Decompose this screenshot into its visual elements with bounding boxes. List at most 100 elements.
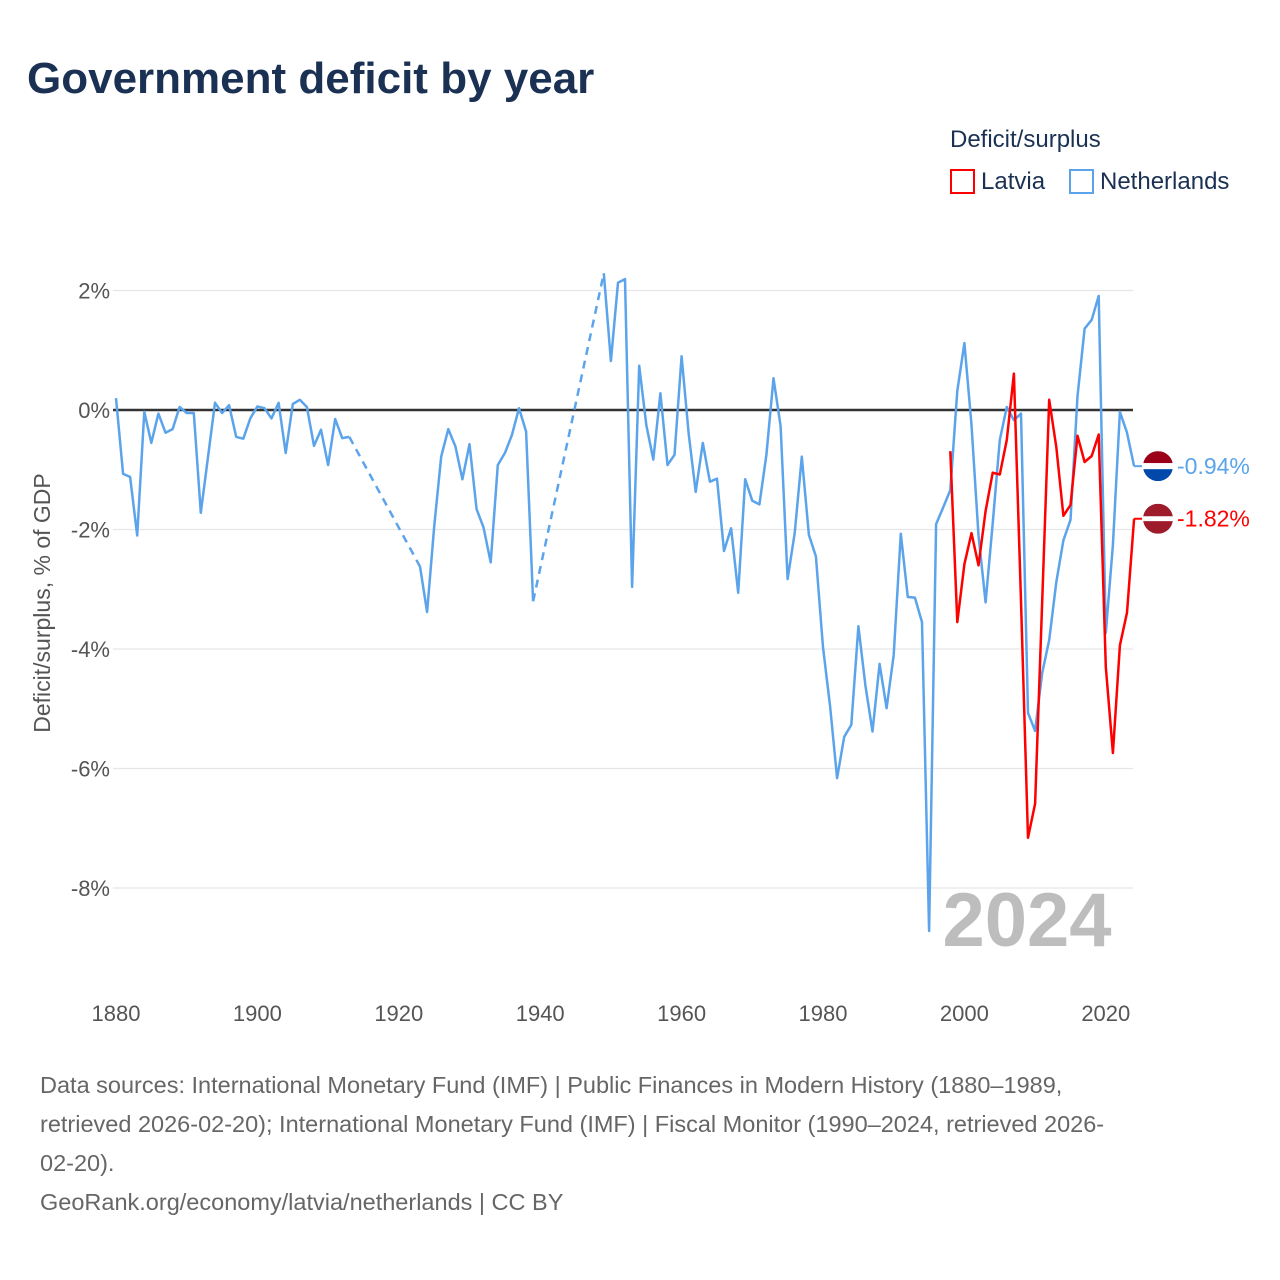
data-point-netherlands[interactable] [155, 411, 161, 417]
data-point-netherlands[interactable] [332, 416, 338, 422]
data-point-netherlands[interactable] [778, 423, 784, 429]
data-point-latvia[interactable] [947, 448, 953, 454]
data-point-netherlands[interactable] [431, 524, 437, 530]
data-point-netherlands[interactable] [127, 474, 133, 480]
data-point-netherlands[interactable] [184, 410, 190, 416]
data-point-netherlands[interactable] [452, 443, 458, 449]
data-point-netherlands[interactable] [926, 928, 932, 934]
data-point-netherlands[interactable] [261, 405, 267, 411]
data-point-netherlands[interactable] [141, 409, 147, 415]
data-point-netherlands[interactable] [771, 375, 777, 381]
data-point-netherlands[interactable] [1046, 637, 1052, 643]
data-point-latvia[interactable] [976, 562, 982, 568]
data-point-netherlands[interactable] [339, 435, 345, 441]
data-point-netherlands[interactable] [898, 531, 904, 537]
data-point-netherlands[interactable] [686, 431, 692, 437]
data-point-netherlands[interactable] [785, 576, 791, 582]
data-point-netherlands[interactable] [467, 441, 473, 447]
data-point-netherlands[interactable] [1060, 537, 1066, 543]
data-point-netherlands[interactable] [297, 397, 303, 403]
data-point-netherlands[interactable] [226, 402, 232, 408]
data-point-netherlands[interactable] [198, 510, 204, 516]
data-point-latvia[interactable] [1011, 371, 1017, 377]
data-point-netherlands[interactable] [877, 661, 883, 667]
data-point-latvia[interactable] [968, 530, 974, 536]
data-point-netherlands[interactable] [219, 410, 225, 416]
data-point-netherlands[interactable] [438, 454, 444, 460]
data-point-netherlands[interactable] [756, 501, 762, 507]
data-point-latvia[interactable] [954, 619, 960, 625]
data-point-latvia[interactable] [1039, 598, 1045, 604]
data-point-netherlands[interactable] [1096, 293, 1102, 299]
data-point-netherlands[interactable] [742, 476, 748, 482]
data-point-netherlands[interactable] [792, 530, 798, 536]
data-point-netherlands[interactable] [643, 422, 649, 428]
data-point-netherlands[interactable] [488, 559, 494, 565]
data-point-netherlands[interactable] [763, 452, 769, 458]
data-point-latvia[interactable] [1060, 513, 1066, 519]
data-point-latvia[interactable] [961, 561, 967, 567]
data-point-netherlands[interactable] [148, 440, 154, 446]
series-line-netherlands[interactable] [114, 397, 350, 537]
data-point-netherlands[interactable] [728, 525, 734, 531]
data-point-latvia[interactable] [1067, 502, 1073, 508]
data-point-netherlands[interactable] [459, 476, 465, 482]
data-point-netherlands[interactable] [622, 276, 628, 282]
data-point-netherlands[interactable] [523, 429, 529, 435]
data-point-netherlands[interactable] [516, 405, 522, 411]
data-point-netherlands[interactable] [834, 775, 840, 781]
data-point-netherlands[interactable] [905, 594, 911, 600]
data-point-netherlands[interactable] [1018, 411, 1024, 417]
data-point-netherlands[interactable] [806, 532, 812, 538]
data-point-netherlands[interactable] [608, 358, 614, 364]
data-point-latvia[interactable] [997, 472, 1003, 478]
data-point-latvia[interactable] [1075, 433, 1081, 439]
data-point-netherlands[interactable] [495, 462, 501, 468]
data-point-netherlands[interactable] [304, 404, 310, 410]
data-point-netherlands[interactable] [481, 525, 487, 531]
data-point-netherlands[interactable] [247, 415, 253, 421]
data-point-netherlands[interactable] [191, 410, 197, 416]
data-point-netherlands[interactable] [933, 521, 939, 527]
data-point-latvia[interactable] [1032, 801, 1038, 807]
data-point-netherlands[interactable] [601, 270, 607, 276]
data-point-netherlands[interactable] [474, 506, 480, 512]
data-point-netherlands[interactable] [735, 590, 741, 596]
data-point-netherlands[interactable] [862, 682, 868, 688]
data-point-netherlands[interactable] [961, 340, 967, 346]
data-point-netherlands[interactable] [693, 489, 699, 495]
data-point-latvia[interactable] [1096, 431, 1102, 437]
data-point-netherlands[interactable] [707, 479, 713, 485]
data-point-netherlands[interactable] [318, 427, 324, 433]
data-point-latvia[interactable] [990, 470, 996, 476]
legend-item-netherlands[interactable]: Netherlands [1069, 168, 1229, 195]
data-point-netherlands[interactable] [636, 363, 642, 369]
data-point-netherlands[interactable] [968, 422, 974, 428]
data-point-netherlands[interactable] [269, 415, 275, 421]
data-point-netherlands[interactable] [848, 722, 854, 728]
data-point-latvia[interactable] [1089, 453, 1095, 459]
data-point-netherlands[interactable] [1075, 393, 1081, 399]
data-point-netherlands[interactable] [912, 595, 918, 601]
data-point-netherlands[interactable] [445, 426, 451, 432]
legend-item-latvia[interactable]: Latvia [950, 168, 1046, 195]
data-point-netherlands[interactable] [884, 705, 890, 711]
data-point-netherlands[interactable] [509, 432, 515, 438]
data-point-netherlands[interactable] [233, 434, 239, 440]
data-point-netherlands[interactable] [212, 400, 218, 406]
data-point-netherlands[interactable] [417, 564, 423, 570]
data-point-netherlands[interactable] [276, 400, 282, 406]
data-point-netherlands[interactable] [700, 440, 706, 446]
data-point-netherlands[interactable] [990, 521, 996, 527]
data-point-netherlands[interactable] [983, 599, 989, 605]
data-point-latvia[interactable] [983, 508, 989, 514]
data-point-netherlands[interactable] [1110, 542, 1116, 548]
data-point-latvia[interactable] [1124, 610, 1130, 616]
data-point-netherlands[interactable] [714, 476, 720, 482]
series-line-netherlands[interactable] [418, 406, 535, 614]
data-point-netherlands[interactable] [240, 436, 246, 442]
data-point-netherlands[interactable] [311, 443, 317, 449]
data-point-netherlands[interactable] [855, 623, 861, 629]
data-point-latvia[interactable] [1053, 444, 1059, 450]
data-point-latvia[interactable] [1110, 750, 1116, 756]
